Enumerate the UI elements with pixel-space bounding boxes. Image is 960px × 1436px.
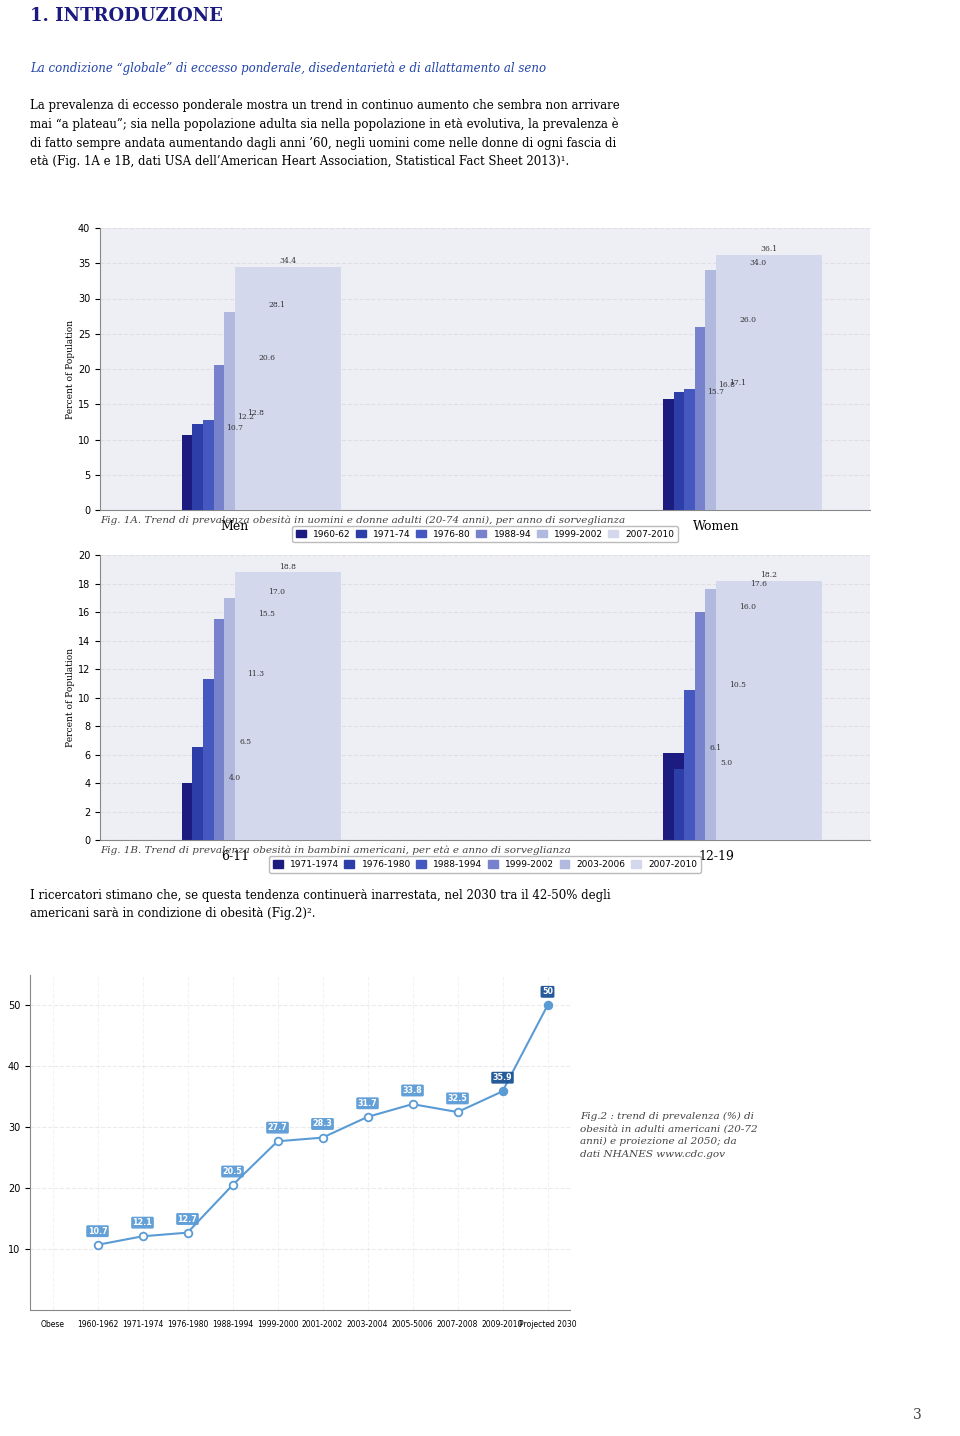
Bar: [225, 312, 330, 510]
Bar: [235, 572, 341, 840]
Text: La condizione “globale” di eccesso ponderale, disedentarietà e di allattamento a: La condizione “globale” di eccesso ponde…: [30, 62, 546, 75]
Bar: [213, 365, 320, 510]
Bar: [203, 679, 309, 840]
Text: 12.2: 12.2: [237, 414, 253, 421]
Y-axis label: Percent of Population: Percent of Population: [66, 319, 75, 418]
Text: 32.5: 32.5: [447, 1094, 468, 1103]
Text: 17.6: 17.6: [750, 580, 767, 587]
Text: 5.0: 5.0: [721, 760, 732, 767]
Legend: 1960-62, 1971-74, 1976-80, 1988-94, 1999-2002, 2007-2010: 1960-62, 1971-74, 1976-80, 1988-94, 1999…: [292, 526, 678, 543]
Bar: [695, 612, 801, 840]
Text: 6.1: 6.1: [710, 744, 722, 751]
Text: 50: 50: [542, 988, 553, 997]
Bar: [716, 580, 822, 840]
Text: 28.1: 28.1: [269, 302, 286, 309]
Text: 36.1: 36.1: [760, 244, 778, 253]
Text: 18.8: 18.8: [279, 563, 297, 570]
Bar: [674, 392, 780, 510]
Text: 20.6: 20.6: [258, 353, 275, 362]
Text: 6.5: 6.5: [239, 738, 252, 745]
Text: 4.0: 4.0: [228, 774, 241, 781]
Bar: [203, 419, 309, 510]
Text: 33.8: 33.8: [402, 1086, 422, 1096]
Text: 12.7: 12.7: [178, 1215, 198, 1223]
Bar: [684, 691, 790, 840]
Text: 11.3: 11.3: [248, 669, 265, 678]
Text: 31.7: 31.7: [358, 1099, 377, 1107]
Bar: [192, 747, 299, 840]
Bar: [663, 399, 769, 510]
Text: La prevalenza di eccesso ponderale mostra un trend in continuo aumento che sembr: La prevalenza di eccesso ponderale mostr…: [30, 99, 620, 168]
Text: 27.7: 27.7: [268, 1123, 287, 1132]
Bar: [663, 752, 769, 840]
Bar: [235, 267, 341, 510]
Text: 20.5: 20.5: [223, 1167, 242, 1176]
Text: 15.7: 15.7: [708, 389, 725, 396]
Text: 12.1: 12.1: [132, 1218, 153, 1228]
Bar: [716, 256, 822, 510]
Bar: [181, 435, 288, 510]
Text: 15.5: 15.5: [258, 610, 275, 617]
Text: 16.8: 16.8: [718, 381, 735, 389]
Text: 1. INTRODUZIONE: 1. INTRODUZIONE: [30, 7, 223, 24]
Text: 34.4: 34.4: [279, 257, 297, 264]
Text: 17.0: 17.0: [269, 589, 286, 596]
Text: 12.8: 12.8: [248, 409, 264, 416]
Text: 26.0: 26.0: [739, 316, 756, 325]
Bar: [674, 768, 780, 840]
Text: Fig. 1A. Trend di prevalenza obesità in uomini e donne adulti (20-74 anni), per : Fig. 1A. Trend di prevalenza obesità in …: [100, 516, 625, 524]
Text: 10.5: 10.5: [729, 681, 746, 689]
Bar: [225, 597, 330, 840]
Text: 28.3: 28.3: [313, 1120, 332, 1129]
Bar: [192, 424, 299, 510]
Legend: 1971-1974, 1976-1980, 1988-1994, 1999-2002, 2003-2006, 2007-2010: 1971-1974, 1976-1980, 1988-1994, 1999-20…: [269, 856, 701, 873]
Text: 10.7: 10.7: [227, 424, 243, 432]
Bar: [213, 619, 320, 840]
Text: 17.1: 17.1: [729, 379, 746, 386]
Text: 3: 3: [913, 1407, 922, 1422]
Text: 10.7: 10.7: [87, 1226, 108, 1236]
Bar: [181, 783, 288, 840]
Bar: [706, 270, 811, 510]
Bar: [684, 389, 790, 510]
Text: 34.0: 34.0: [750, 260, 767, 267]
Text: Fig.2 : trend di prevalenza (%) di
obesità in adulti americani (20-72
anni) e pr: Fig.2 : trend di prevalenza (%) di obesi…: [580, 1111, 757, 1159]
Text: 16.0: 16.0: [739, 603, 756, 610]
Text: 35.9: 35.9: [492, 1073, 513, 1083]
Text: Fig. 1B. Trend di prevalenza obesità in bambini americani, per età e anno di sor: Fig. 1B. Trend di prevalenza obesità in …: [100, 846, 571, 854]
Y-axis label: Percent of Population: Percent of Population: [66, 648, 75, 747]
Text: I ricercatori stimano che, se questa tendenza continuerà inarrestata, nel 2030 t: I ricercatori stimano che, se questa ten…: [30, 889, 611, 919]
Text: 18.2: 18.2: [760, 572, 778, 579]
Bar: [695, 327, 801, 510]
Bar: [706, 589, 811, 840]
